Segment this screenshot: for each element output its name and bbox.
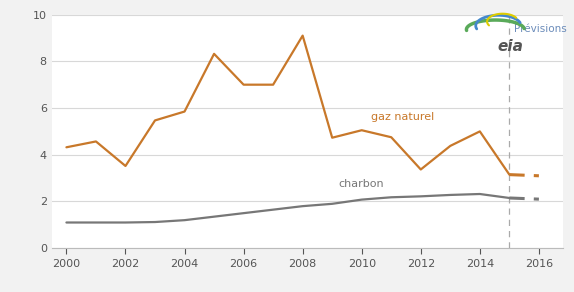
Text: eia: eia bbox=[498, 39, 524, 54]
Text: Prévisions: Prévisions bbox=[514, 24, 567, 34]
Text: charbon: charbon bbox=[338, 179, 384, 189]
Text: gaz naturel: gaz naturel bbox=[371, 112, 434, 122]
